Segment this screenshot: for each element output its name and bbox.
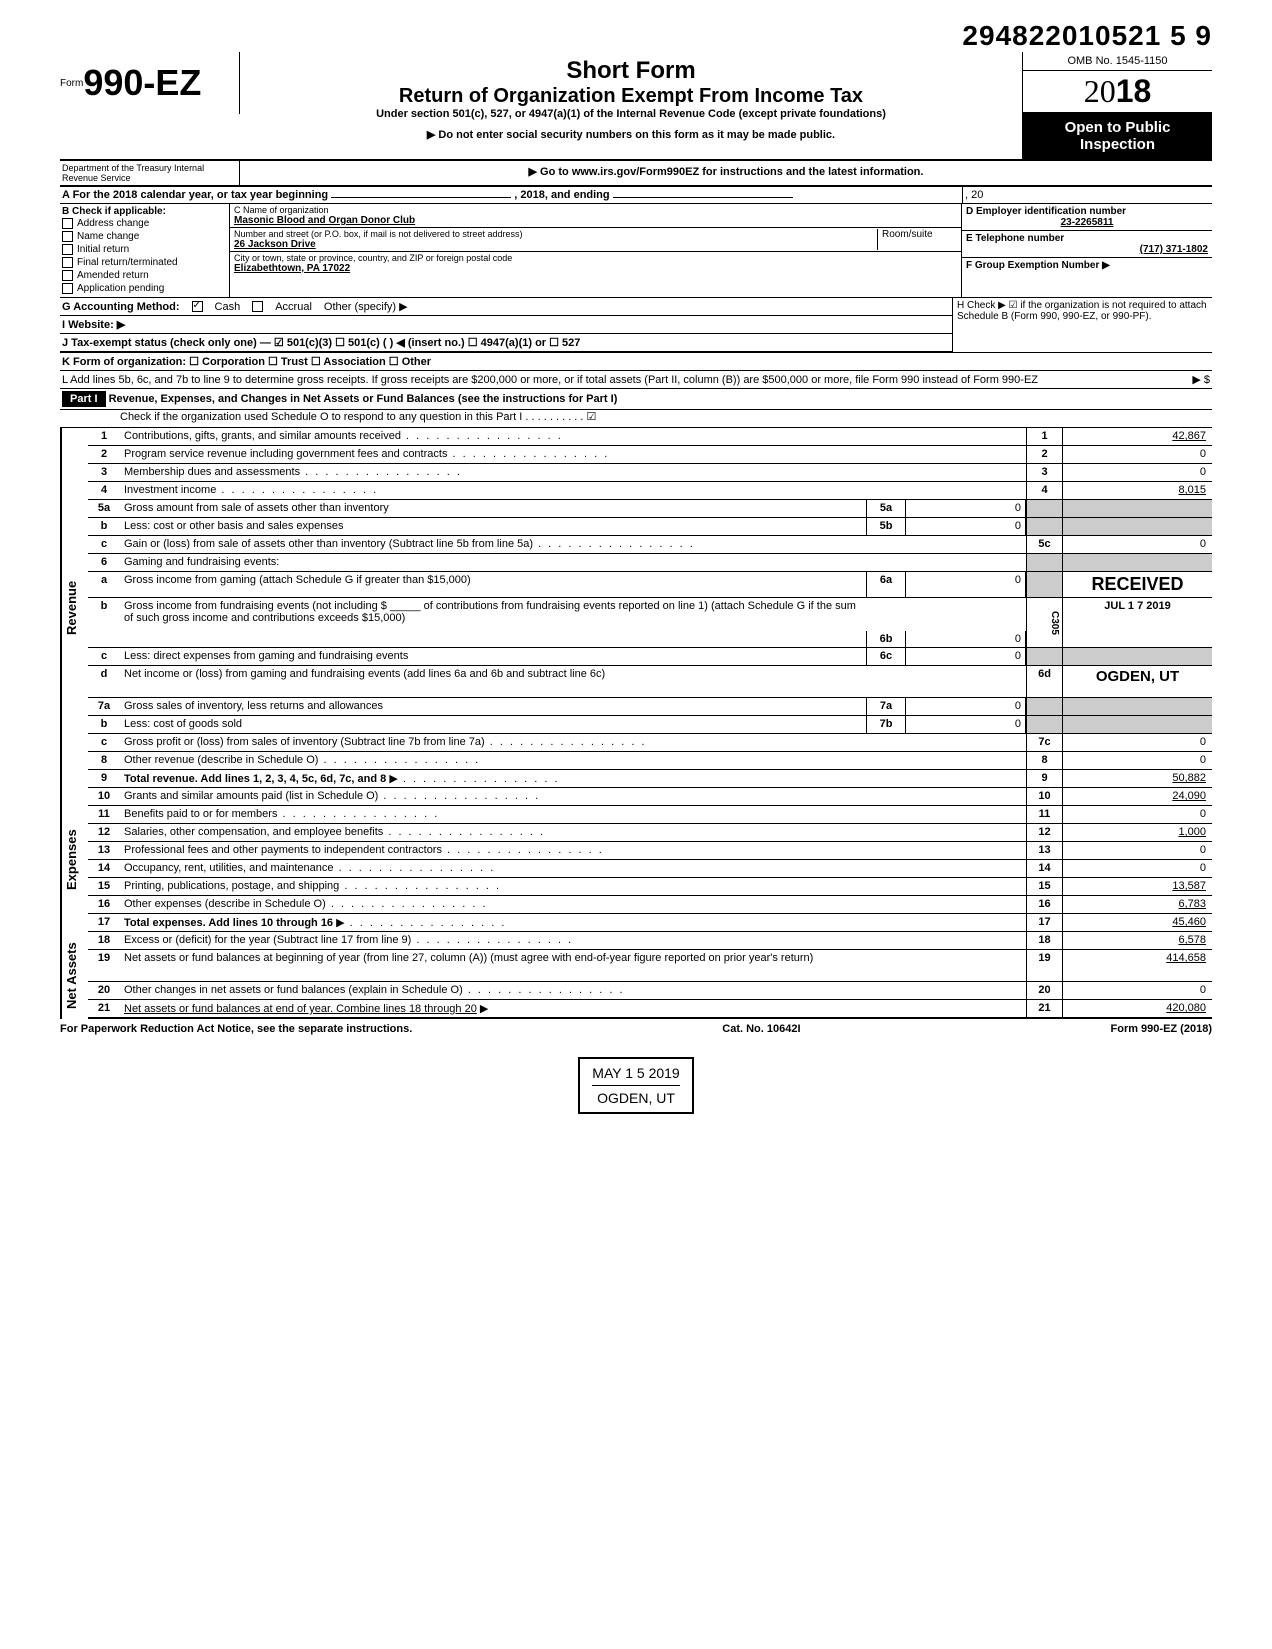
line-7b: Less: cost of goods sold [120, 716, 866, 733]
section-a: A For the 2018 calendar year, or tax yea… [60, 187, 962, 203]
section-k: K Form of organization: ☐ Corporation ☐ … [60, 353, 1212, 371]
line-16-val: 6,783 [1062, 896, 1212, 913]
cat-number: Cat. No. 10642I [722, 1023, 800, 1035]
line-5b: Less: cost or other basis and sales expe… [120, 518, 866, 535]
check-final[interactable] [62, 257, 73, 268]
line-5c-val: 0 [1062, 536, 1212, 553]
goto-instructions: ▶ Go to www.irs.gov/Form990EZ for instru… [240, 161, 1212, 185]
line-11-val: 0 [1062, 806, 1212, 823]
section-b-checkboxes: B Check if applicable: Address change Na… [60, 204, 230, 297]
part1-check: Check if the organization used Schedule … [60, 410, 1212, 428]
line-15: Printing, publications, postage, and shi… [120, 878, 1026, 895]
section-j: J Tax-exempt status (check only one) — ☑… [60, 334, 952, 352]
netassets-label: Net Assets [60, 932, 88, 1019]
phone-label: E Telephone number [966, 233, 1064, 244]
received-stamp: RECEIVED [1062, 572, 1212, 597]
ein-label: D Employer identification number [966, 206, 1126, 217]
group-exemption: F Group Exemption Number ▶ [966, 260, 1110, 271]
line-12: Salaries, other compensation, and employ… [120, 824, 1026, 841]
ein-value: 23-2265811 [966, 217, 1208, 228]
line-5a: Gross amount from sale of assets other t… [120, 500, 866, 517]
check-initial[interactable] [62, 244, 73, 255]
line-3-val: 0 [1062, 464, 1212, 481]
open-public-badge: Open to Public Inspection [1023, 113, 1212, 159]
form-number: 990-EZ [83, 62, 201, 104]
org-city: Elizabethtown, PA 17022 [234, 263, 957, 274]
line-17: Total expenses. Add lines 10 through 16 … [120, 914, 1026, 931]
org-address: 26 Jackson Drive [234, 239, 877, 250]
line-6c: Less: direct expenses from gaming and fu… [120, 648, 866, 665]
line-13: Professional fees and other payments to … [120, 842, 1026, 859]
phone-value: (717) 371-1802 [966, 244, 1208, 255]
revenue-label: Revenue [60, 428, 88, 788]
line-17-val: 45,460 [1062, 914, 1212, 931]
check-amended[interactable] [62, 270, 73, 281]
line-19: Net assets or fund balances at beginning… [120, 950, 1026, 981]
line-10: Grants and similar amounts paid (list in… [120, 788, 1026, 805]
line-21: Net assets or fund balances at end of ye… [120, 1000, 1026, 1017]
may-stamp: MAY 1 5 2019 OGDEN, UT [578, 1057, 693, 1114]
line-4-val: 8,015 [1062, 482, 1212, 499]
jul-stamp: JUL 1 7 2019 [1062, 598, 1212, 647]
form-number-box: Form 990-EZ [60, 52, 240, 114]
check-name[interactable] [62, 231, 73, 242]
line-19-val: 414,658 [1062, 950, 1212, 981]
line-21-val: 420,080 [1062, 1000, 1212, 1017]
line-18-val: 6,578 [1062, 932, 1212, 949]
line-10-val: 24,090 [1062, 788, 1212, 805]
line-7c: Gross profit or (loss) from sales of inv… [120, 734, 1026, 751]
check-address[interactable] [62, 218, 73, 229]
line-1: Contributions, gifts, grants, and simila… [120, 428, 1026, 445]
line-11: Benefits paid to or for members [120, 806, 1026, 823]
line-8-val: 0 [1062, 752, 1212, 769]
section-h: H Check ▶ ☑ if the organization is not r… [952, 298, 1212, 352]
barcode-number: 294822010521 5 9 [962, 20, 1212, 52]
line-6: Gaming and fundraising events: [120, 554, 1026, 571]
line-20-val: 0 [1062, 982, 1212, 999]
line-9: Total revenue. Add lines 1, 2, 3, 4, 5c,… [120, 770, 1026, 787]
short-form-title: Short Form [250, 57, 1012, 85]
check-accrual[interactable] [252, 301, 263, 312]
line-14: Occupancy, rent, utilities, and maintena… [120, 860, 1026, 877]
line-18: Excess or (deficit) for the year (Subtra… [120, 932, 1026, 949]
line-6b: Gross income from fundraising events (no… [120, 598, 866, 647]
form-footer: Form 990-EZ (2018) [1111, 1023, 1212, 1035]
line-5c: Gain or (loss) from sale of assets other… [120, 536, 1026, 553]
ssn-warning: ▶ Do not enter social security numbers o… [250, 128, 1012, 141]
line-9-val: 50,882 [1062, 770, 1212, 787]
return-title: Return of Organization Exempt From Incom… [250, 85, 1012, 108]
org-name-label: C Name of organization [234, 205, 957, 215]
omb-number: OMB No. 1545-1150 [1023, 52, 1212, 71]
line-2: Program service revenue including govern… [120, 446, 1026, 463]
check-pending[interactable] [62, 283, 73, 294]
dept-treasury: Department of the Treasury Internal Reve… [60, 161, 240, 185]
line-15-val: 13,587 [1062, 878, 1212, 895]
line-7a: Gross sales of inventory, less returns a… [120, 698, 866, 715]
line-16: Other expenses (describe in Schedule O) [120, 896, 1026, 913]
tax-year: 2018 [1023, 71, 1212, 113]
line-7c-val: 0 [1062, 734, 1212, 751]
expenses-label: Expenses [60, 788, 88, 932]
check-cash[interactable] [192, 301, 203, 312]
ogden-stamp: OGDEN, UT [1062, 666, 1212, 697]
line-6a: Gross income from gaming (attach Schedul… [120, 572, 866, 597]
section-a-end: , 20 [962, 187, 1212, 203]
line-6d: Net income or (loss) from gaming and fun… [120, 666, 1026, 697]
line-1-val: 42,867 [1062, 428, 1212, 445]
paperwork-notice: For Paperwork Reduction Act Notice, see … [60, 1023, 412, 1035]
line-3: Membership dues and assessments [120, 464, 1026, 481]
section-g: G Accounting Method: Cash Accrual Other … [60, 298, 952, 316]
line-12-val: 1,000 [1062, 824, 1212, 841]
line-20: Other changes in net assets or fund bala… [120, 982, 1026, 999]
section-l: L Add lines 5b, 6c, and 7b to line 9 to … [60, 371, 1212, 389]
line-14-val: 0 [1062, 860, 1212, 877]
section-i: I Website: ▶ [60, 316, 952, 334]
subtitle: Under section 501(c), 527, or 4947(a)(1)… [250, 108, 1012, 120]
org-name: Masonic Blood and Organ Donor Club [234, 215, 957, 226]
part1-header: Part I Revenue, Expenses, and Changes in… [60, 389, 1212, 410]
line-4: Investment income [120, 482, 1026, 499]
line-2-val: 0 [1062, 446, 1212, 463]
line-8: Other revenue (describe in Schedule O) [120, 752, 1026, 769]
line-13-val: 0 [1062, 842, 1212, 859]
